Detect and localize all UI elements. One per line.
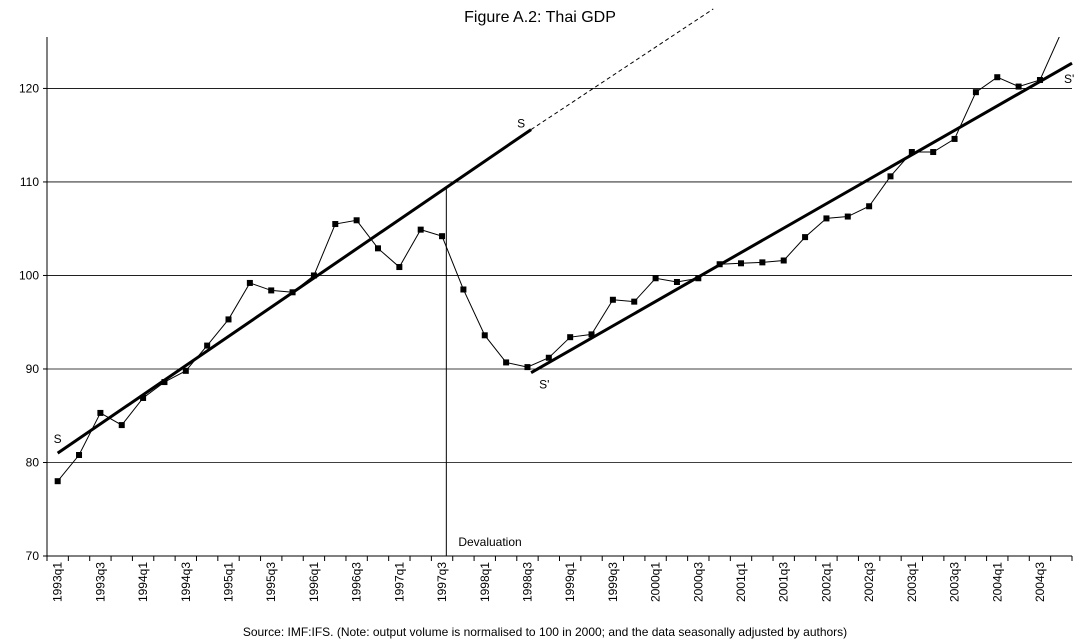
x-tick-label: 1999q1	[563, 562, 577, 602]
data-point	[332, 221, 339, 228]
data-point	[524, 364, 531, 371]
data-point	[673, 279, 680, 286]
data-point	[844, 213, 851, 220]
data-point	[225, 316, 232, 323]
x-tick-label: 1993q3	[93, 562, 107, 602]
x-tick-label: 1998q1	[478, 562, 492, 602]
data-point	[268, 287, 275, 294]
data-point	[588, 331, 595, 338]
data-point	[652, 275, 659, 282]
data-point	[118, 422, 125, 429]
data-point	[567, 334, 574, 341]
source-note: Source: IMF:IFS. (Note: output volume is…	[243, 625, 847, 639]
data-point	[609, 296, 616, 303]
x-tick-label: 1996q3	[350, 562, 364, 602]
y-tick-label: 80	[26, 455, 40, 469]
y-tick-label: 100	[19, 268, 39, 282]
data-point	[353, 217, 360, 224]
data-point	[1058, 29, 1064, 35]
data-point	[417, 226, 424, 233]
y-tick-label: 70	[26, 549, 40, 563]
data-point	[54, 478, 61, 485]
plot-area	[54, 29, 1064, 485]
data-point	[759, 259, 766, 266]
data-point	[1015, 83, 1022, 90]
data-point	[182, 367, 189, 374]
data-point	[481, 332, 488, 339]
x-tick-label: 2004q1	[990, 562, 1004, 602]
data-point	[887, 173, 894, 180]
data-point	[545, 354, 552, 361]
data-point	[439, 233, 446, 240]
x-tick-label: 1999q3	[606, 562, 620, 602]
data-point	[802, 234, 809, 241]
data-point	[76, 452, 83, 459]
x-tick-label: 1995q1	[222, 562, 236, 602]
data-point	[204, 342, 211, 349]
data-point	[930, 149, 937, 156]
x-tick-label: 1998q3	[520, 562, 534, 602]
x-tick-label: 2000q3	[691, 562, 705, 602]
data-point	[780, 257, 787, 264]
x-tick-label: 1994q1	[136, 562, 150, 602]
x-tick-label: 2000q1	[649, 562, 663, 602]
trend-extension	[530, 8, 714, 130]
x-tick-label: 1994q3	[179, 562, 193, 602]
x-tick-label: 2002q3	[862, 562, 876, 602]
trend-line	[530, 61, 1073, 375]
data-point	[161, 379, 168, 386]
x-tick-label: 1995q3	[264, 562, 278, 602]
x-tick-label: 1993q1	[51, 562, 65, 602]
data-point	[396, 264, 403, 271]
data-line	[57, 37, 1060, 482]
x-tick-label: 2003q1	[905, 562, 919, 602]
x-tick-label: 2001q3	[777, 562, 791, 602]
data-point	[460, 286, 467, 293]
event-label: Devaluation	[458, 535, 521, 549]
data-point	[503, 359, 510, 366]
data-point	[374, 245, 381, 252]
data-point	[631, 298, 638, 305]
chart-title: Figure A.2: Thai GDP	[464, 9, 616, 26]
data-point	[823, 215, 830, 222]
data-point	[246, 279, 253, 286]
trend-label: S	[517, 117, 525, 131]
trend-line	[56, 128, 532, 455]
data-point	[972, 89, 979, 96]
data-point	[97, 409, 104, 416]
data-point	[738, 260, 745, 267]
trend-label: S'	[539, 378, 549, 392]
trend-label: S	[54, 432, 62, 446]
y-tick-label: 120	[19, 81, 39, 95]
data-point	[140, 394, 147, 401]
data-point	[908, 149, 915, 156]
x-tick-label: 1996q1	[307, 562, 321, 602]
data-point	[951, 135, 958, 142]
x-tick-label: 2004q3	[1033, 562, 1047, 602]
x-tick-label: 2003q3	[948, 562, 962, 602]
data-point	[866, 203, 873, 210]
x-tick-label: 2002q1	[819, 562, 833, 602]
x-tick-label: 2001q1	[734, 562, 748, 602]
data-point	[994, 74, 1001, 81]
y-tick-label: 110	[20, 175, 39, 189]
x-tick-label: 1997q1	[392, 562, 406, 602]
x-tick-label: 1997q3	[435, 562, 449, 602]
y-tick-label: 90	[26, 362, 40, 376]
trend-label: S'	[1064, 72, 1074, 86]
